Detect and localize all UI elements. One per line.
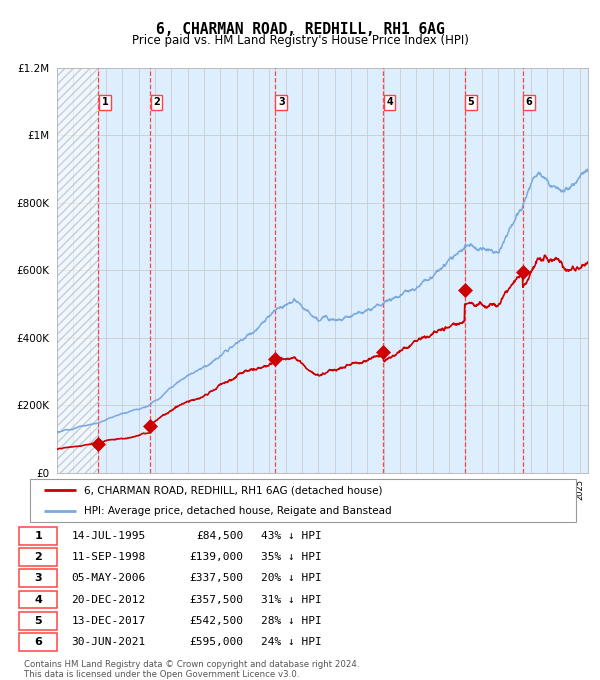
Text: 30-JUN-2021: 30-JUN-2021: [71, 637, 146, 647]
Text: 05-MAY-2006: 05-MAY-2006: [71, 573, 146, 583]
Text: Price paid vs. HM Land Registry's House Price Index (HPI): Price paid vs. HM Land Registry's House …: [131, 34, 469, 47]
Text: £84,500: £84,500: [196, 530, 244, 541]
Text: 28% ↓ HPI: 28% ↓ HPI: [260, 616, 321, 626]
Text: 11-SEP-1998: 11-SEP-1998: [71, 552, 146, 562]
Text: 5: 5: [34, 616, 42, 626]
Text: 6, CHARMAN ROAD, REDHILL, RH1 6AG (detached house): 6, CHARMAN ROAD, REDHILL, RH1 6AG (detac…: [83, 486, 382, 495]
Text: 35% ↓ HPI: 35% ↓ HPI: [260, 552, 321, 562]
Text: 2: 2: [153, 97, 160, 107]
Text: 20-DEC-2012: 20-DEC-2012: [71, 594, 146, 605]
FancyBboxPatch shape: [19, 633, 58, 651]
Text: Contains HM Land Registry data © Crown copyright and database right 2024.: Contains HM Land Registry data © Crown c…: [24, 660, 359, 668]
Text: This data is licensed under the Open Government Licence v3.0.: This data is licensed under the Open Gov…: [24, 670, 299, 679]
Text: £357,500: £357,500: [190, 594, 244, 605]
Text: 3: 3: [34, 573, 42, 583]
FancyBboxPatch shape: [19, 527, 58, 545]
Text: 6, CHARMAN ROAD, REDHILL, RH1 6AG: 6, CHARMAN ROAD, REDHILL, RH1 6AG: [155, 22, 445, 37]
Text: £595,000: £595,000: [190, 637, 244, 647]
FancyBboxPatch shape: [19, 569, 58, 587]
FancyBboxPatch shape: [30, 479, 576, 522]
FancyBboxPatch shape: [19, 612, 58, 630]
Text: 6: 6: [34, 637, 42, 647]
Bar: [57, 68, 98, 473]
Text: HPI: Average price, detached house, Reigate and Banstead: HPI: Average price, detached house, Reig…: [83, 506, 391, 516]
Text: 43% ↓ HPI: 43% ↓ HPI: [260, 530, 321, 541]
Text: 5: 5: [467, 97, 475, 107]
Text: 2: 2: [34, 552, 42, 562]
Text: 13-DEC-2017: 13-DEC-2017: [71, 616, 146, 626]
Text: 20% ↓ HPI: 20% ↓ HPI: [260, 573, 321, 583]
Text: 14-JUL-1995: 14-JUL-1995: [71, 530, 146, 541]
Text: 3: 3: [278, 97, 284, 107]
Text: 4: 4: [34, 594, 42, 605]
Text: 4: 4: [386, 97, 393, 107]
Text: £139,000: £139,000: [190, 552, 244, 562]
Text: £542,500: £542,500: [190, 616, 244, 626]
FancyBboxPatch shape: [19, 591, 58, 609]
Text: £337,500: £337,500: [190, 573, 244, 583]
Text: 1: 1: [101, 97, 108, 107]
FancyBboxPatch shape: [19, 548, 58, 566]
Text: 24% ↓ HPI: 24% ↓ HPI: [260, 637, 321, 647]
Text: 31% ↓ HPI: 31% ↓ HPI: [260, 594, 321, 605]
Text: 1: 1: [34, 530, 42, 541]
Text: 6: 6: [526, 97, 532, 107]
